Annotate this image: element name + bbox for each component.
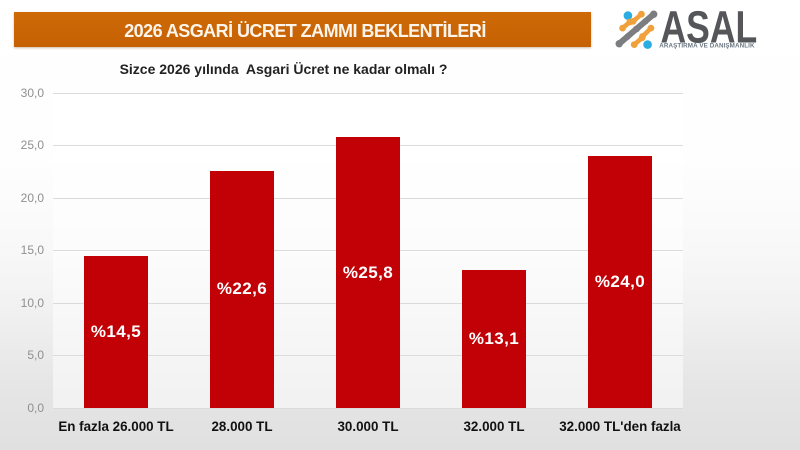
svg-text:ASAL: ASAL [661, 2, 758, 52]
svg-text:ARAŞTIRMA VE DANIŞMANLIK: ARAŞTIRMA VE DANIŞMANLIK [659, 42, 755, 49]
